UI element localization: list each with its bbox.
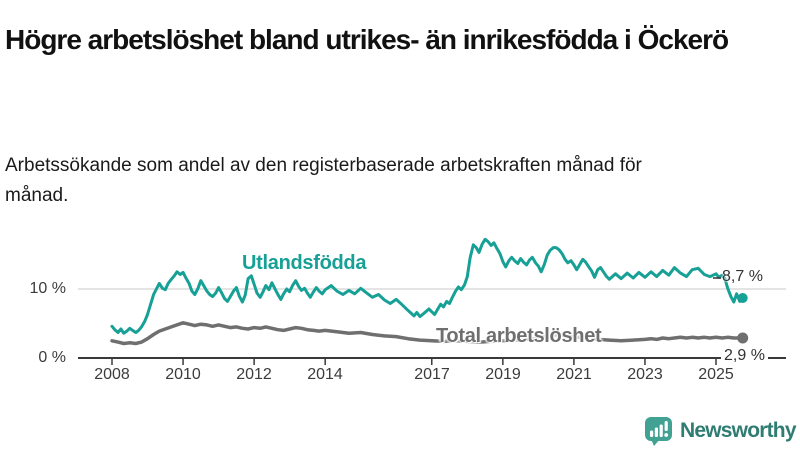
series-end-dot-total-arbetsloshet <box>737 332 749 344</box>
x-axis-label-2025: 2025 <box>698 366 734 383</box>
x-axis-label-2019: 2019 <box>485 366 521 383</box>
y-axis-label-0: 0 % <box>38 349 66 366</box>
x-axis-label-2008: 2008 <box>94 366 130 383</box>
series-line-utlandsfodda <box>110 237 745 335</box>
x-axis-label-2010: 2010 <box>165 366 201 383</box>
x-axis-label-2021: 2021 <box>556 366 592 383</box>
end-value-label-utlandsfodda: 8,7 % <box>722 268 763 285</box>
y-axis-label-10: 10 % <box>29 280 66 297</box>
x-axis-label-2017: 2017 <box>414 366 450 383</box>
chart-title: Högre arbetslöshet bland utrikes- än inr… <box>5 23 729 55</box>
series-end-dot-utlandsfodda <box>737 293 748 303</box>
newsworthy-brand-text: Newsworthy <box>680 419 797 442</box>
chart-subtitle: Arbetssökande som andel av den registerb… <box>5 155 642 206</box>
newsworthy-logo-icon <box>645 417 672 446</box>
series-label-utlandsfodda: Utlandsfödda <box>242 252 367 274</box>
newsworthy-brand: Newsworthy <box>644 414 797 448</box>
x-axis-label-2014: 2014 <box>307 366 343 383</box>
series-line-total-arbetsloshet <box>110 321 745 346</box>
x-axis-label-2023: 2023 <box>627 366 663 383</box>
series-label-total-arbetsloshet: Total arbetslöshet <box>436 325 602 347</box>
x-axis-label-2012: 2012 <box>236 366 272 383</box>
end-value-label-total-arbetsloshet: 2,9 % <box>721 347 768 365</box>
